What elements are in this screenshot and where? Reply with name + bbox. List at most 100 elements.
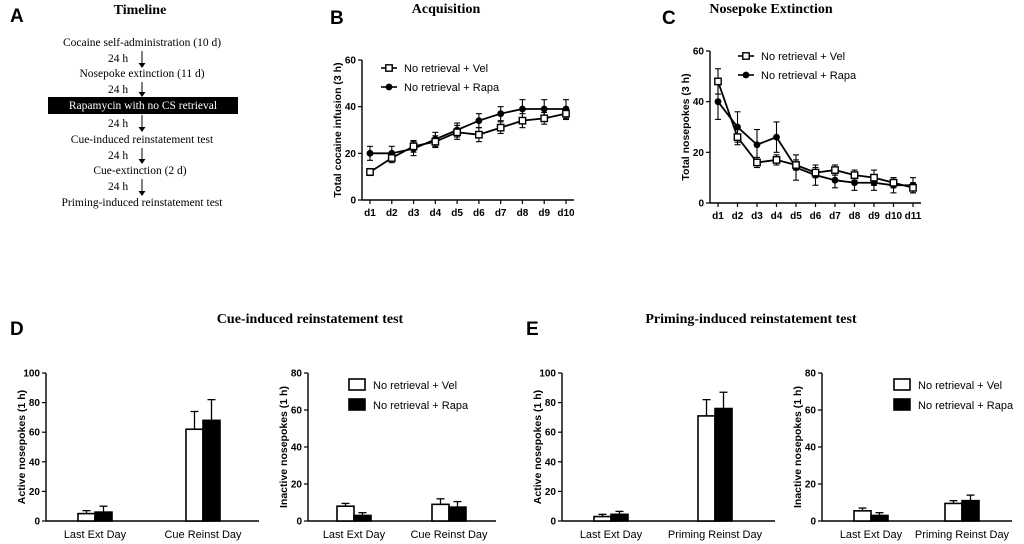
acq-legend-marker-rapa (385, 83, 393, 91)
e-inactive-bar-rapa (961, 499, 980, 522)
d-inactive-bar-vel (431, 503, 450, 522)
e-inactive-y-tick-label: 0 (810, 517, 816, 528)
e-active-bar-vel (593, 515, 612, 522)
ext-point-vel (733, 133, 742, 142)
d-active-y-tick-label: 100 (23, 369, 40, 380)
d-inactive-legend-swatch-rapa (348, 398, 366, 411)
d-inactive-legend-label-rapa: No retrieval + Rapa (373, 400, 469, 412)
d-inactive-y-axis-label: Inactive nosepokes (1 h) (278, 386, 290, 508)
timeline-interval-5: 24 h (108, 181, 128, 193)
ext-x-tick-label: d3 (751, 211, 763, 222)
e-inactive-bar-rapa (870, 514, 889, 522)
ext-line-chart: 0 20 40 60 d1 d2 d3 d4 d5 d6 d7 d8 d9 d10 d11 Total nos… (680, 47, 922, 223)
acq-y-tick-label: 20 (345, 149, 357, 160)
panel-letter-c: C (662, 8, 676, 29)
timeline-arrow-3 (138, 115, 146, 132)
e-inactive-y-tick-label: 80 (805, 369, 817, 380)
e-active-bar-rapa (714, 407, 733, 522)
acq-y-axis-label: Total cocaine infusion (3 h) (332, 62, 344, 197)
e-inactive-y-tick-label: 40 (805, 443, 817, 454)
e-active-y-tick-label: 80 (545, 398, 557, 409)
d-inactive-legend-swatch-vel (348, 378, 366, 391)
acq-point-vel (387, 154, 396, 162)
ext-point-rapa (714, 98, 722, 106)
d-inactive-y-tick-label: 60 (291, 406, 303, 417)
e-active-y-tick-label: 40 (545, 457, 557, 468)
acq-point-vel (496, 123, 505, 132)
acq-x-tick-label: d5 (451, 208, 463, 219)
timeline-step-4: Cue-induced reinstatement test (71, 134, 214, 146)
acq-series-line-rapa (370, 108, 566, 155)
ext-x-tick-label: d8 (849, 211, 861, 222)
acq-x-tick-label: d2 (386, 208, 398, 219)
acq-point-vel (366, 168, 374, 176)
ext-legend-marker-rapa (742, 71, 750, 79)
cue-reinstatement-title: Cue-induced reinstatement test (217, 312, 404, 327)
ext-point-rapa (753, 141, 761, 149)
ext-x-tick-label: d10 (885, 211, 903, 222)
e-active-y-tick-label: 20 (545, 487, 557, 498)
acq-series-line-vel (369, 112, 567, 173)
acq-line-chart: 0 20 40 60 d1 d2 d3 d4 d5 d6 d7 d8 d9 d10 Total cocain… (332, 56, 575, 220)
e-inactive-legend-swatch-vel (893, 378, 911, 391)
acq-legend-label-vel: No retrieval + Vel (404, 63, 488, 75)
ext-x-tick-label: d5 (790, 211, 802, 222)
ext-point-rapa (851, 179, 858, 187)
e-inactive-legend-swatch-rapa (893, 398, 911, 411)
e-inactive-legend-label-rapa: No retrieval + Rapa (918, 400, 1014, 412)
ext-point-rapa (773, 133, 780, 141)
ext-point-vel (889, 178, 898, 187)
e-active-y-tick-label: 100 (539, 369, 556, 380)
timeline-step-6: Priming-induced reinstatement test (62, 197, 224, 209)
panel-letter-b: B (330, 8, 344, 29)
d-active-y-axis-label: Active nosepokes (1 h) (16, 390, 28, 504)
timeline-arrow-5 (138, 179, 146, 196)
extinction-title: Nosepoke Extinction (709, 2, 833, 17)
d-inactive-y-tick-label: 40 (291, 443, 303, 454)
ext-x-tick-label: d4 (771, 211, 783, 222)
timeline-arrow-1 (138, 51, 146, 68)
d-active-bar-rapa (94, 511, 113, 522)
ext-x-tick-label: d11 (905, 211, 922, 222)
panel-letter-e: E (526, 319, 539, 340)
ext-point-vel (831, 166, 839, 174)
acq-y-tick-label: 40 (345, 102, 357, 113)
acq-x-tick-label: d10 (557, 208, 575, 219)
e-active-bar-vel (697, 415, 716, 522)
e-active-category-label: Last Ext Day (580, 529, 643, 541)
timeline-interval-1: 24 h (108, 53, 128, 65)
d-active-y-tick-label: 20 (29, 487, 41, 498)
acq-point-rapa (519, 105, 526, 113)
d-active-bar-vel (185, 428, 204, 522)
e-active-bar-rapa (610, 513, 629, 522)
acq-point-vel (409, 142, 418, 151)
acq-x-tick-label: d6 (473, 208, 485, 219)
acq-point-vel (518, 116, 527, 125)
d-active-y-tick-label: 80 (29, 398, 41, 409)
acq-x-tick-label: d4 (429, 208, 441, 219)
e-inactive-category-label: Priming Reinst Day (915, 529, 1010, 541)
e-active-y-tick-label: 60 (545, 428, 557, 439)
acquisition-title: Acquisition (412, 2, 481, 17)
e-inactive-bar-vel (853, 510, 872, 522)
d-active-category-label: Cue Reinst Day (164, 529, 242, 541)
e-inactive-bar-vel (944, 502, 963, 522)
rapamycin-highlight-box (48, 97, 238, 114)
ext-y-tick-label: 40 (693, 97, 705, 108)
timeline-interval-3: 24 h (108, 118, 128, 130)
acq-point-rapa (366, 149, 374, 157)
timeline-title: Timeline (114, 3, 167, 18)
acq-legend-label-rapa: No retrieval + Rapa (404, 82, 500, 94)
ext-x-tick-label: d1 (712, 211, 724, 222)
ext-y-tick-label: 0 (698, 199, 704, 210)
acq-point-vel (453, 128, 462, 137)
d-inactive-y-tick-label: 80 (291, 369, 303, 380)
e-inactive-category-label: Last Ext Day (840, 529, 903, 541)
ext-x-tick-label: d9 (868, 211, 880, 222)
ext-point-rapa (734, 123, 741, 131)
timeline-step-3: Rapamycin with no CS retrieval (69, 100, 217, 112)
e-inactive-y-tick-label: 20 (805, 480, 817, 491)
